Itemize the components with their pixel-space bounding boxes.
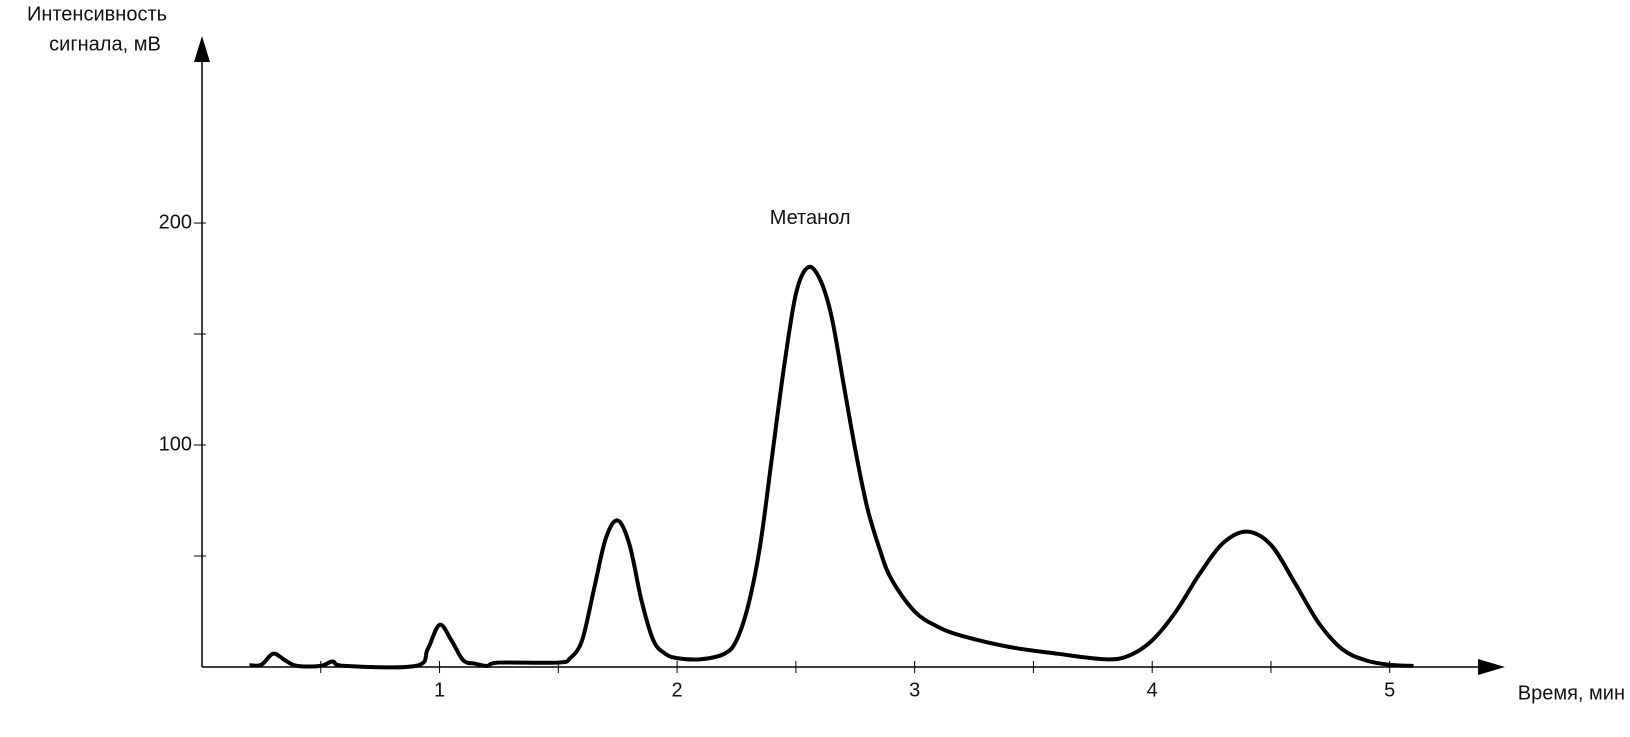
y-tick-label: 200	[159, 211, 192, 233]
y-axis-label: Интенсивность	[27, 3, 167, 25]
x-tick-label: 5	[1384, 679, 1395, 701]
x-tick-label: 2	[672, 679, 683, 701]
signal-line	[249, 264, 1414, 670]
y-axis-label: сигнала, мВ	[49, 33, 161, 55]
x-axis-label: Время, мин	[1518, 682, 1625, 704]
x-tick-label: 3	[909, 679, 920, 701]
annotation: Метанол	[770, 207, 851, 229]
x-tick-label: 1	[434, 679, 445, 701]
x-tick-label: 4	[1147, 679, 1158, 701]
y-tick-label: 100	[159, 433, 192, 455]
